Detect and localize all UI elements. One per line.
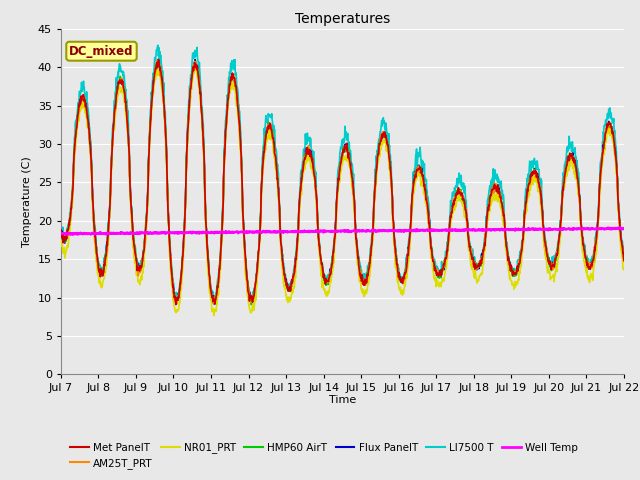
Line: HMP60 AirT: HMP60 AirT bbox=[61, 60, 624, 305]
Met PanelT bbox=[172, 302, 180, 308]
LI7500 T bbox=[620, 251, 628, 256]
Well Temp bbox=[430, 227, 438, 232]
AM25T_PRT bbox=[246, 292, 253, 298]
AM25T_PRT bbox=[504, 254, 512, 260]
AM25T_PRT bbox=[183, 147, 191, 153]
Met PanelT bbox=[620, 258, 628, 264]
HMP60 AirT bbox=[554, 248, 562, 253]
LI7500 T bbox=[154, 42, 162, 48]
LI7500 T bbox=[57, 222, 65, 228]
NR01_PRT bbox=[246, 307, 253, 312]
AM25T_PRT bbox=[431, 266, 438, 272]
HMP60 AirT bbox=[620, 257, 628, 263]
AM25T_PRT bbox=[173, 301, 180, 307]
HMP60 AirT bbox=[169, 280, 177, 286]
HMP60 AirT bbox=[431, 264, 438, 269]
Well Temp bbox=[504, 227, 511, 232]
Flux PanelT bbox=[57, 227, 65, 233]
NR01_PRT bbox=[191, 63, 199, 69]
Well Temp bbox=[182, 230, 190, 236]
Well Temp bbox=[620, 226, 628, 232]
HMP60 AirT bbox=[182, 156, 190, 162]
HMP60 AirT bbox=[248, 302, 255, 308]
Legend: Met PanelT, AM25T_PRT, NR01_PRT, HMP60 AirT, Flux PanelT, LI7500 T, Well Temp: Met PanelT, AM25T_PRT, NR01_PRT, HMP60 A… bbox=[66, 438, 582, 473]
AM25T_PRT bbox=[169, 278, 177, 284]
Met PanelT bbox=[155, 57, 163, 63]
LI7500 T bbox=[431, 257, 438, 263]
LI7500 T bbox=[182, 155, 190, 160]
Flux PanelT bbox=[246, 295, 253, 300]
Flux PanelT bbox=[504, 252, 512, 258]
Flux PanelT bbox=[182, 157, 190, 163]
AM25T_PRT bbox=[554, 247, 562, 252]
Line: Met PanelT: Met PanelT bbox=[61, 60, 624, 305]
Y-axis label: Temperature (C): Temperature (C) bbox=[22, 156, 32, 247]
Flux PanelT bbox=[154, 57, 162, 62]
X-axis label: Time: Time bbox=[329, 395, 356, 405]
Met PanelT bbox=[169, 284, 177, 289]
LI7500 T bbox=[212, 298, 220, 303]
HMP60 AirT bbox=[57, 229, 65, 235]
Met PanelT bbox=[431, 268, 438, 274]
Well Temp bbox=[57, 230, 65, 236]
Text: DC_mixed: DC_mixed bbox=[69, 45, 134, 58]
NR01_PRT bbox=[168, 283, 176, 289]
Title: Temperatures: Temperatures bbox=[295, 12, 390, 26]
NR01_PRT bbox=[182, 177, 190, 182]
Well Temp bbox=[615, 225, 623, 230]
Met PanelT bbox=[504, 253, 512, 259]
Met PanelT bbox=[246, 292, 253, 298]
Line: Well Temp: Well Temp bbox=[61, 228, 624, 235]
NR01_PRT bbox=[504, 262, 512, 268]
LI7500 T bbox=[504, 254, 512, 260]
AM25T_PRT bbox=[154, 58, 162, 63]
Well Temp bbox=[554, 227, 561, 232]
LI7500 T bbox=[169, 280, 177, 286]
Line: Flux PanelT: Flux PanelT bbox=[61, 60, 624, 304]
NR01_PRT bbox=[431, 273, 438, 279]
Flux PanelT bbox=[431, 264, 438, 269]
LI7500 T bbox=[246, 289, 253, 295]
Line: AM25T_PRT: AM25T_PRT bbox=[61, 60, 624, 304]
LI7500 T bbox=[554, 239, 562, 245]
NR01_PRT bbox=[620, 267, 628, 273]
Line: LI7500 T: LI7500 T bbox=[61, 45, 624, 300]
Well Temp bbox=[169, 229, 177, 235]
AM25T_PRT bbox=[620, 258, 628, 264]
AM25T_PRT bbox=[57, 230, 65, 236]
Flux PanelT bbox=[620, 257, 628, 263]
Line: NR01_PRT: NR01_PRT bbox=[61, 66, 624, 315]
HMP60 AirT bbox=[504, 252, 512, 257]
Met PanelT bbox=[183, 148, 191, 154]
Met PanelT bbox=[57, 229, 65, 235]
NR01_PRT bbox=[57, 241, 65, 247]
NR01_PRT bbox=[554, 255, 562, 261]
HMP60 AirT bbox=[246, 294, 253, 300]
Well Temp bbox=[61, 232, 69, 238]
Flux PanelT bbox=[211, 301, 218, 307]
Flux PanelT bbox=[554, 247, 562, 253]
HMP60 AirT bbox=[155, 58, 163, 63]
Well Temp bbox=[246, 229, 253, 235]
NR01_PRT bbox=[210, 312, 218, 318]
Flux PanelT bbox=[169, 282, 177, 288]
Met PanelT bbox=[554, 247, 562, 252]
